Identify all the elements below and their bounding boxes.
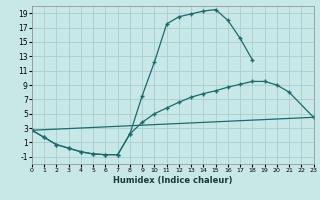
X-axis label: Humidex (Indice chaleur): Humidex (Indice chaleur) bbox=[113, 176, 233, 185]
